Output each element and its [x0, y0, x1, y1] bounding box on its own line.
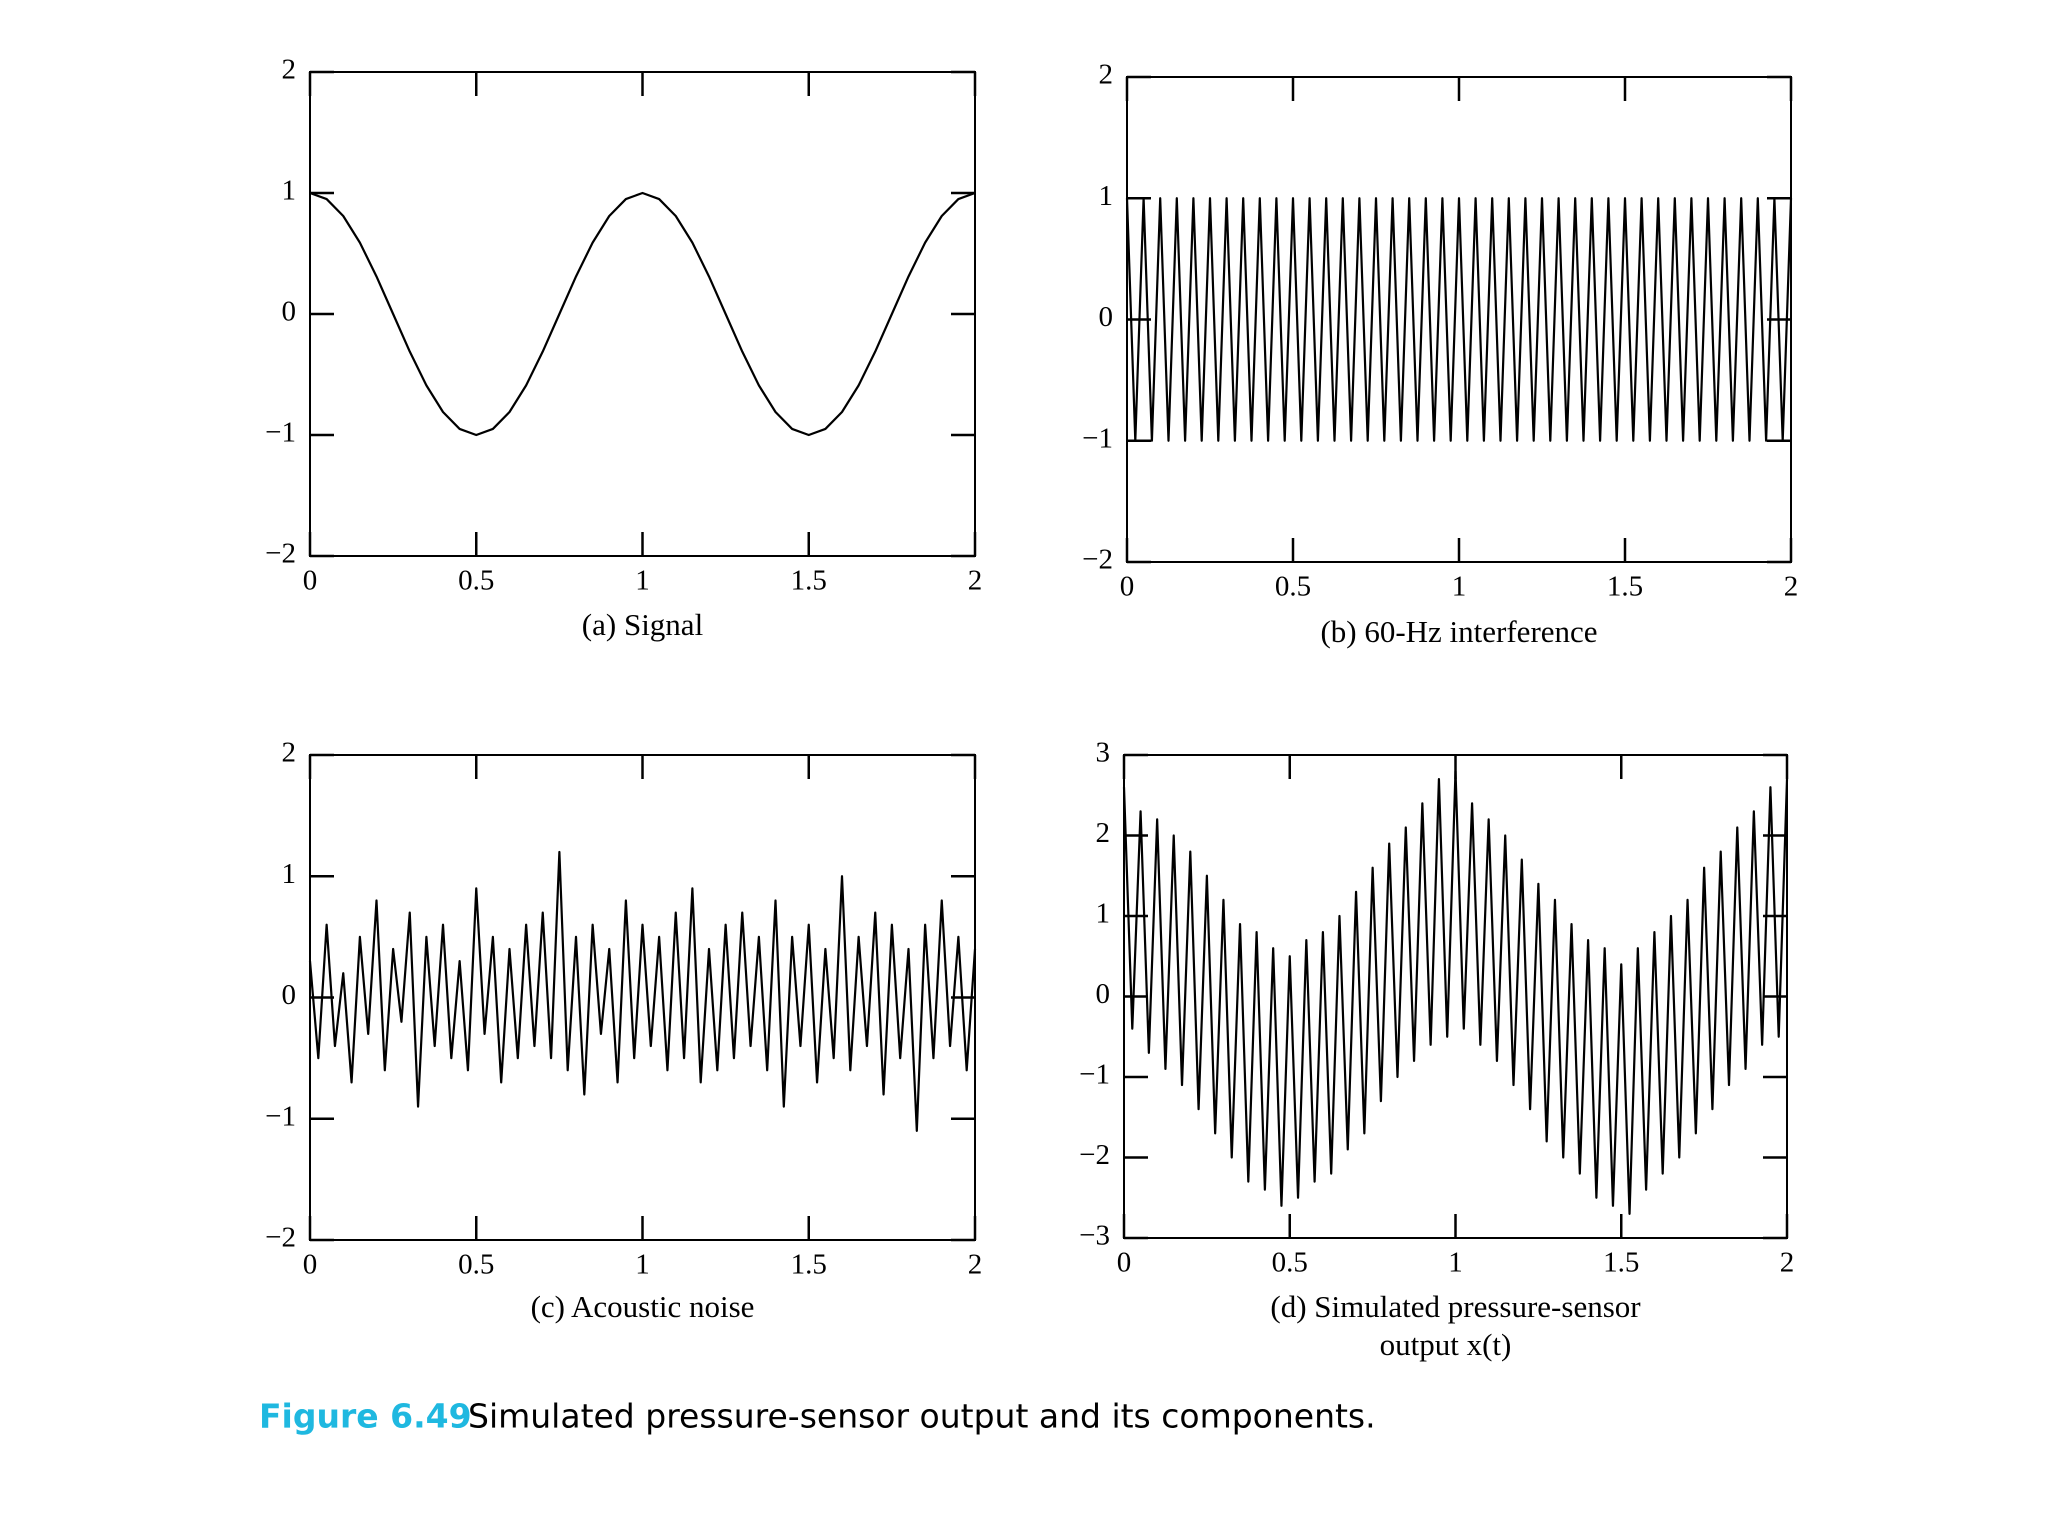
plot-frame	[309, 754, 976, 1241]
plot-frame	[1126, 76, 1792, 563]
y-tick-label: 2	[1099, 59, 1114, 91]
x-tick-label: 0	[1117, 1247, 1132, 1279]
signal-line	[1122, 770, 1789, 1215]
figure-caption: Simulated pressure-sensor output and its…	[468, 1397, 1376, 1436]
y-tick-label: 1	[282, 175, 297, 207]
panel-caption: (d) Simulated pressure-sensor	[1270, 1289, 1641, 1324]
x-tick-label: 0.5	[458, 1249, 494, 1281]
signal-line	[1125, 197, 1793, 442]
x-tick-label: 2	[1780, 1247, 1795, 1279]
y-tick-label: −1	[265, 417, 296, 449]
plot-frame	[309, 71, 976, 557]
signal-line	[309, 191, 976, 437]
y-tick-label: −2	[1079, 1139, 1110, 1171]
plot-frame	[1123, 754, 1788, 1239]
y-tick-label: 1	[1096, 898, 1111, 930]
y-tick-label: 2	[1096, 817, 1111, 849]
panel-caption: (b) 60-Hz interference	[1320, 614, 1597, 649]
x-tick-label: 1	[635, 565, 650, 597]
y-tick-label: 0	[1099, 301, 1114, 333]
y-tick-label: −2	[265, 1222, 296, 1254]
x-tick-label: 2	[968, 565, 983, 597]
y-tick-label: −1	[1082, 422, 1113, 454]
y-tick-label: 0	[1096, 978, 1111, 1010]
y-tick-label: −2	[1082, 544, 1113, 576]
x-tick-label: 2	[968, 1249, 983, 1281]
x-tick-label: 0.5	[458, 565, 494, 597]
y-tick-label: 2	[282, 737, 297, 769]
y-tick-label: 2	[282, 54, 297, 86]
x-tick-label: 1	[635, 1249, 650, 1281]
y-tick-label: 1	[1099, 180, 1114, 212]
x-tick-label: 0.5	[1275, 571, 1311, 603]
panel-caption: (c) Acoustic noise	[531, 1289, 755, 1324]
y-tick-label: −1	[1079, 1059, 1110, 1091]
y-tick-label: −3	[1079, 1220, 1110, 1252]
x-tick-label: 2	[1784, 571, 1799, 603]
x-tick-label: 0	[303, 565, 318, 597]
panel-caption: output x(t)	[1380, 1327, 1512, 1362]
panel-caption: (a) Signal	[582, 607, 703, 642]
x-tick-label: 0	[1120, 571, 1135, 603]
x-tick-label: 1	[1452, 571, 1467, 603]
y-tick-label: 3	[1096, 737, 1111, 769]
x-tick-label: 1.5	[1607, 571, 1643, 603]
x-tick-label: 0.5	[1272, 1247, 1308, 1279]
figure-label: Figure 6.49	[259, 1397, 472, 1436]
x-tick-label: 1.5	[791, 565, 827, 597]
y-tick-label: 1	[282, 858, 297, 890]
x-tick-label: 0	[303, 1249, 318, 1281]
y-tick-label: −1	[265, 1100, 296, 1132]
x-tick-label: 1.5	[1603, 1247, 1639, 1279]
x-tick-label: 1.5	[791, 1249, 827, 1281]
y-tick-label: 0	[282, 296, 297, 328]
y-tick-label: 0	[282, 979, 297, 1011]
signal-line	[308, 850, 977, 1132]
x-tick-label: 1	[1448, 1247, 1463, 1279]
y-tick-label: −2	[265, 538, 296, 570]
